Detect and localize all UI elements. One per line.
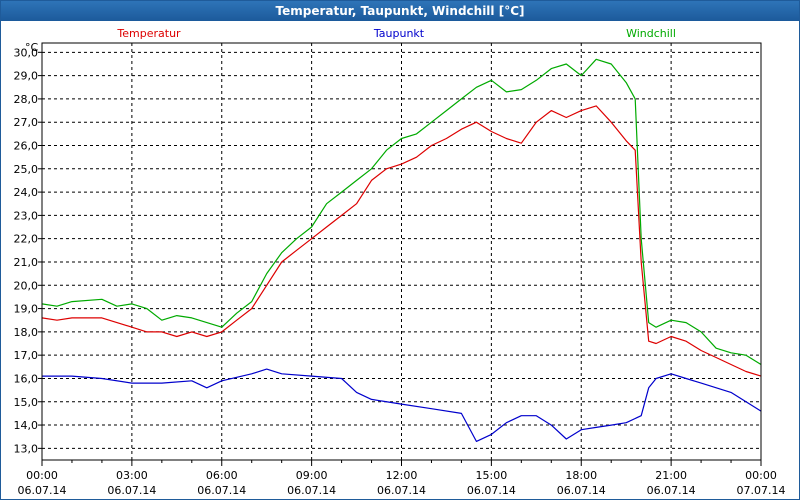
y-tick-label: 17,0 [14, 349, 39, 362]
series-group [41, 58, 762, 442]
x-tick-label-time: 03:00 [116, 469, 148, 482]
legend-taupunkt: Taupunkt [373, 27, 425, 40]
y-tick-label: 21,0 [14, 256, 39, 269]
x-tick-label-date: 06.07.14 [377, 484, 426, 497]
legend-temperatur: Temperatur [116, 27, 181, 40]
y-tick-label: 25,0 [14, 163, 39, 176]
window-title: Temperatur, Taupunkt, Windchill [°C] [1, 1, 799, 21]
legend-windchill: Windchill [626, 27, 676, 40]
x-tick-label-time: 09:00 [296, 469, 328, 482]
y-axis: 13,0 14,0 15,0 16,0 17,0 18,0 19,0 20,0 21,0 22,0… [14, 46, 42, 455]
x-tick-label-date: 06.07.14 [557, 484, 606, 497]
y-tick-label: 20,0 [14, 279, 39, 292]
y-tick-label: 24,0 [14, 186, 39, 199]
x-tick-label-date: 06.07.14 [107, 484, 156, 497]
y-axis-unit: °C [25, 41, 39, 54]
y-tick-label: 13,0 [14, 442, 39, 455]
x-tick-label-time: 21:00 [655, 469, 687, 482]
y-tick-label: 18,0 [14, 326, 39, 339]
series-line-temperatur [41, 105, 762, 377]
x-tick-label-date: 06.07.14 [467, 484, 516, 497]
series-line-taupunkt [42, 368, 762, 442]
x-tick-label-date: 06.07.14 [197, 484, 246, 497]
x-tick-label-date: 06.07.14 [18, 484, 67, 497]
series-line-windchill [41, 58, 762, 366]
x-tick-label-time: 06:00 [206, 469, 238, 482]
x-tick-label-time: 15:00 [476, 469, 508, 482]
x-tick-label-date: 06.07.14 [647, 484, 696, 497]
x-tick-label-date: 07.07.14 [737, 484, 786, 497]
legend: Temperatur Taupunkt Windchill [116, 27, 676, 40]
y-tick-label: 16,0 [14, 372, 39, 385]
y-tick-label: 15,0 [14, 396, 39, 409]
grid [42, 43, 761, 460]
x-tick-label-time: 18:00 [565, 469, 597, 482]
y-tick-label: 28,0 [14, 93, 39, 106]
x-tick-label-date: 06.07.14 [287, 484, 336, 497]
x-tick-label-time: 12:00 [386, 469, 418, 482]
y-tick-label: 19,0 [14, 303, 39, 316]
y-tick-label: 14,0 [14, 419, 39, 432]
y-tick-label: 27,0 [14, 116, 39, 129]
x-tick-label-time: 00:00 [26, 469, 58, 482]
y-tick-label: 29,0 [14, 70, 39, 83]
plot-area [41, 42, 762, 461]
y-tick-label: 22,0 [14, 233, 39, 246]
y-tick-label: 26,0 [14, 140, 39, 153]
y-tick-label: 23,0 [14, 209, 39, 222]
x-axis: 00:00 06.07.14 03:00 06.07.14 06:00 06.07.14 0… [18, 460, 786, 497]
x-tick-label-time: 00:00 [745, 469, 777, 482]
y-tick-label: 30,0 [14, 46, 39, 59]
